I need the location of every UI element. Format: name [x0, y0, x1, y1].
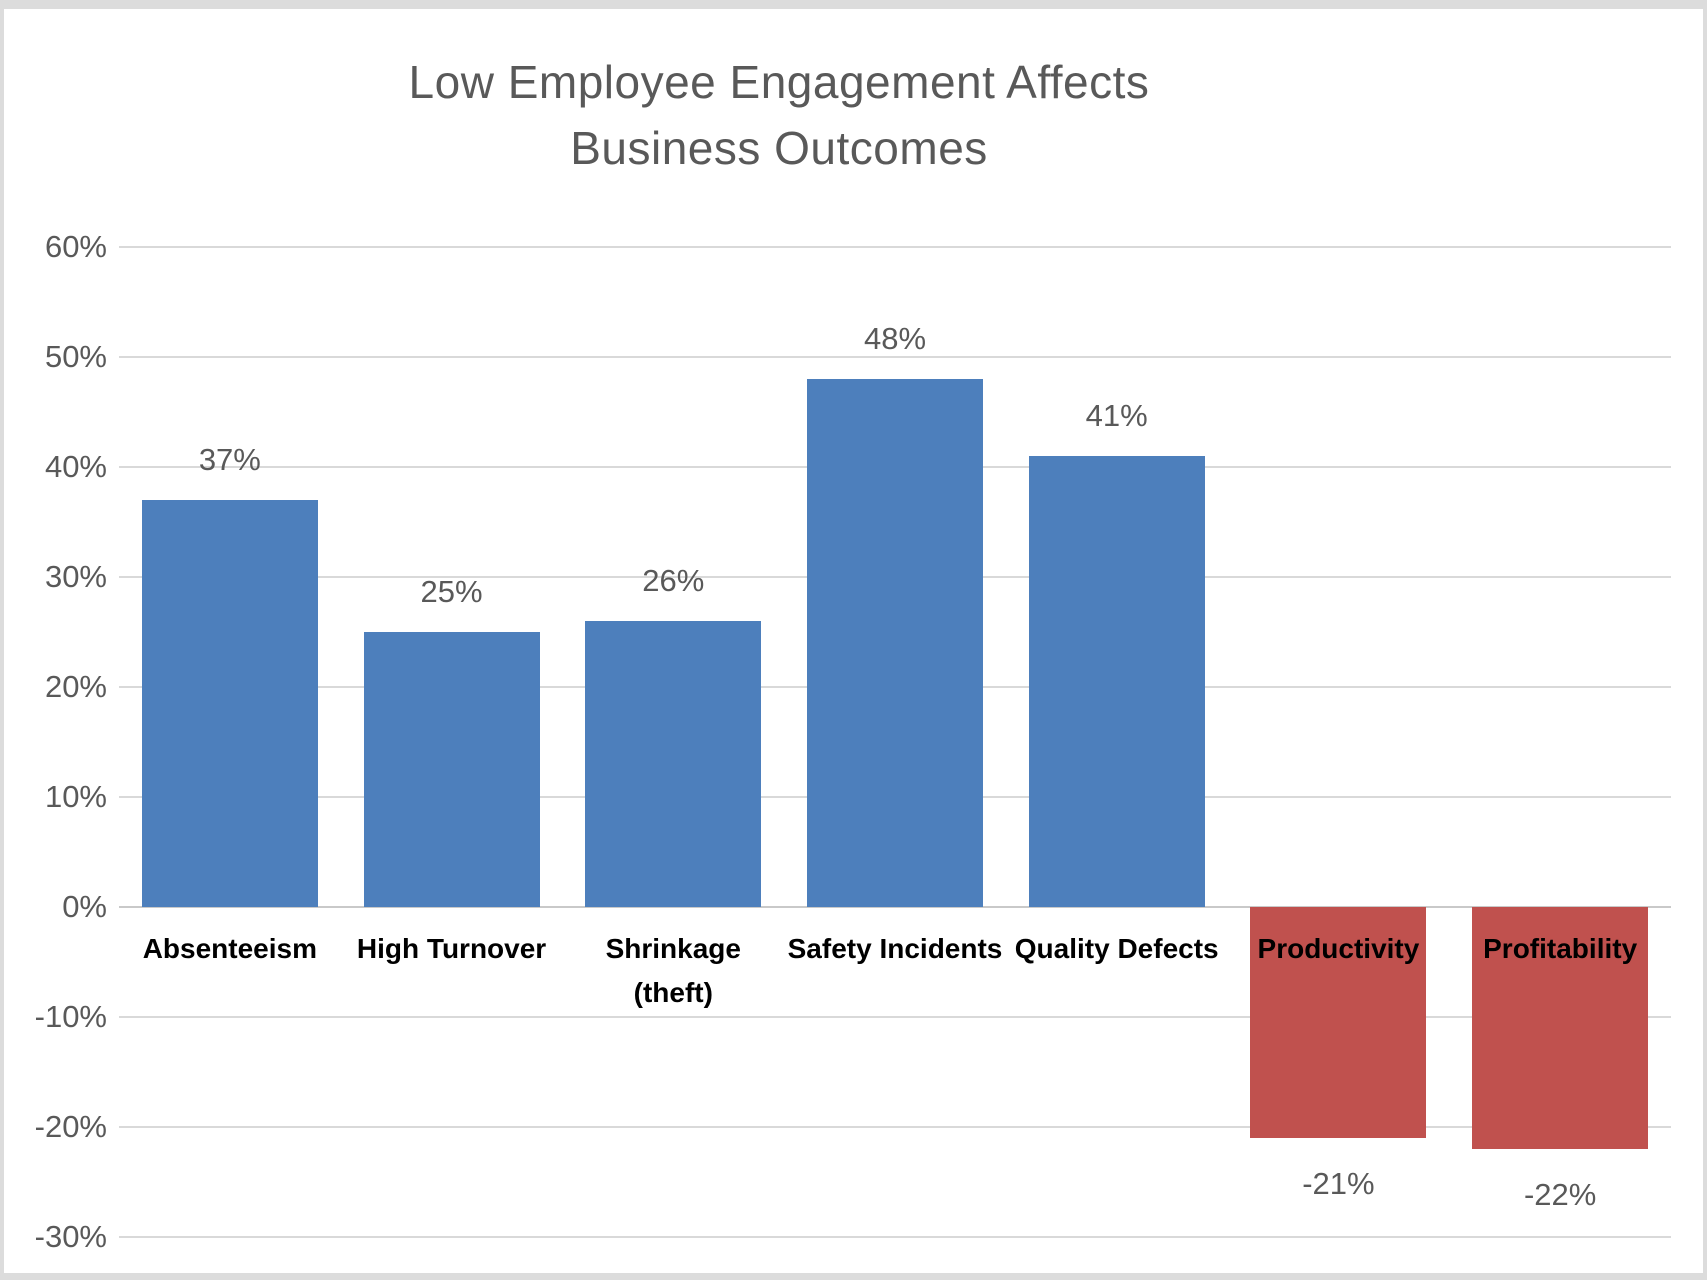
bar-safety-incidents	[807, 379, 983, 907]
y-axis-tick-label: 0%	[62, 889, 107, 924]
bar-profitability	[1472, 907, 1649, 1149]
data-label: 37%	[198, 442, 261, 477]
gridline	[119, 246, 1671, 248]
bar-productivity	[1250, 907, 1427, 1138]
category-label-line: Shrinkage	[605, 933, 741, 964]
gridline	[119, 356, 1671, 358]
data-label: 48%	[863, 321, 927, 356]
data-label: 25%	[420, 574, 483, 609]
chart-title-line2: Business Outcomes	[570, 122, 988, 174]
category-label: Productivity	[1258, 927, 1420, 971]
bar-high-turnover	[363, 632, 540, 907]
chart-title-line1: Low Employee Engagement Affects	[408, 56, 1150, 108]
y-axis-tick-label: -10%	[34, 999, 107, 1034]
plot-area: 60% 50% 40% 30% 20% 10% 0% -10% -20% -30% 37% Absen…	[4, 9, 1703, 1273]
data-label: -22%	[1523, 1177, 1597, 1212]
category-label: Safety Incidents	[788, 927, 1003, 971]
category-label-line: Quality Defects	[1014, 933, 1219, 964]
chart-title: Low Employee Engagement Affects Business…	[4, 49, 1554, 181]
y-axis-tick-label: 10%	[44, 779, 107, 814]
category-label-line: Safety Incidents	[787, 933, 1003, 964]
y-axis-tick-label: 40%	[44, 449, 107, 484]
bar-quality-defects	[1028, 456, 1205, 907]
category-label-line: Profitability	[1483, 933, 1638, 964]
category-label: Profitability	[1483, 927, 1637, 971]
y-axis-tick-label: 20%	[44, 669, 107, 704]
y-axis-tick-label: -20%	[34, 1109, 107, 1144]
bar-absenteeism	[141, 500, 318, 907]
zero-axis-line	[119, 906, 1671, 908]
category-label-line: Absenteeism	[142, 933, 317, 964]
data-label: 41%	[1085, 398, 1148, 433]
bar-shrinkage-theft	[585, 621, 762, 907]
category-label: High Turnover	[357, 927, 546, 971]
y-axis-tick-label: 60%	[44, 229, 107, 264]
category-label: Quality Defects	[1015, 927, 1219, 971]
gridline	[119, 1126, 1671, 1128]
gridline	[119, 1236, 1671, 1238]
category-label: Absenteeism	[143, 927, 317, 971]
gridline	[119, 1016, 1671, 1018]
category-label-line: Productivity	[1257, 933, 1420, 964]
y-axis-tick-label: -30%	[34, 1219, 107, 1254]
category-label-line: High Turnover	[356, 933, 547, 964]
data-label: 26%	[642, 563, 705, 598]
category-label-line: (theft)	[633, 977, 713, 1008]
data-label: -21%	[1302, 1166, 1375, 1201]
category-label: Shrinkage (theft)	[606, 927, 741, 1015]
y-axis-tick-label: 50%	[44, 339, 107, 374]
y-axis-tick-label: 30%	[44, 559, 107, 594]
